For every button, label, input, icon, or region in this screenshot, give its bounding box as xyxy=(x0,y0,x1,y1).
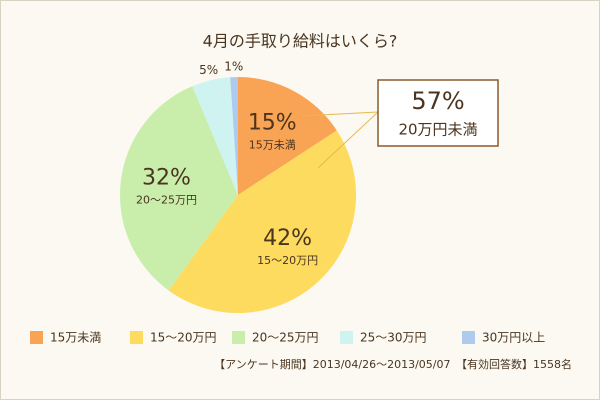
slice-category: 15〜20万円 xyxy=(257,254,318,267)
callout-value: 57% xyxy=(411,87,464,115)
pie-slice xyxy=(192,77,238,195)
data-label: 5% xyxy=(199,63,218,77)
data-label: 15% xyxy=(248,111,297,136)
pie: 15% 15万未満 42% 15〜20万円 32% 20〜25万円 5% 1% xyxy=(119,60,357,314)
legend-label: 15万未満 xyxy=(50,331,101,345)
note: 【アンケート期間】2013/04/26〜2013/05/07 【有効回答数】15… xyxy=(214,357,572,371)
chart-title: 4月の手取り給料はいくら? xyxy=(203,32,398,51)
slice-category: 20〜25万円 xyxy=(136,194,197,207)
slice-category: 15万未満 xyxy=(249,139,296,152)
legend-label: 15〜20万円 xyxy=(150,331,217,345)
legend-swatch xyxy=(130,331,143,344)
callout-line xyxy=(301,111,379,117)
legend: 15万未満 15〜20万円 20〜25万円 25〜30万円 30万円以上 xyxy=(30,331,545,345)
pie-slice xyxy=(230,77,238,195)
data-label: 42% xyxy=(263,226,312,251)
callout-box xyxy=(377,79,499,147)
pie-slice xyxy=(119,86,238,291)
legend-swatch xyxy=(340,331,353,344)
callout-label: 20万円未満 xyxy=(398,121,477,139)
pie-slice xyxy=(238,77,337,195)
pie-slice xyxy=(168,130,357,314)
data-label: 1% xyxy=(224,60,243,74)
callout-line xyxy=(317,111,379,169)
legend-label: 25〜30万円 xyxy=(360,331,427,345)
legend-label: 20〜25万円 xyxy=(252,331,319,345)
legend-label: 30万円以上 xyxy=(482,331,545,345)
legend-swatch xyxy=(462,331,475,344)
legend-swatch xyxy=(232,331,245,344)
legend-swatch xyxy=(30,331,43,344)
data-label: 32% xyxy=(142,166,191,191)
